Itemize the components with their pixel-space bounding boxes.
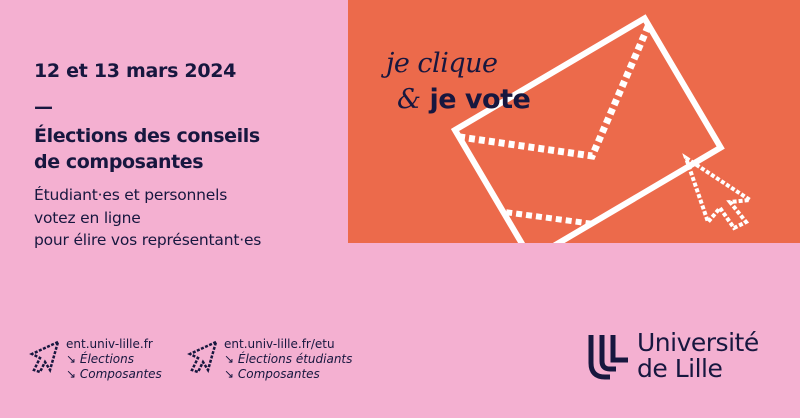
slogan-text: je vote <box>429 84 531 115</box>
event-title: Élections des conseils de composantes <box>34 123 260 175</box>
envelope-icon <box>450 14 725 243</box>
subtitle-line: Étudiant·es et personnels <box>34 186 228 204</box>
link-path: ↘ Élections étudiants <box>224 352 353 366</box>
event-date: 12 et 13 mars 2024 <box>34 60 237 82</box>
cursor-click-icon <box>29 340 60 374</box>
cursor-arrow-icon <box>682 153 756 231</box>
university-logo-icon <box>588 335 628 380</box>
logo-line: Université <box>637 328 759 357</box>
subtitle-line: votez en ligne <box>34 208 141 227</box>
envelope-cursor-illustration <box>450 14 756 243</box>
slogan-ampersand: & <box>397 84 421 115</box>
link-ent[interactable]: ent.univ-lille.fr ↘ Élections ↘ Composan… <box>66 337 162 382</box>
separator-dash: — <box>34 96 53 118</box>
link-path: ↘ Composantes <box>66 367 162 381</box>
subtitle-line: pour élire vos représentant·es <box>34 231 262 249</box>
event-subtitle: Étudiant·es et personnels votez en ligne… <box>34 184 261 252</box>
slogan-line1: je clique <box>386 48 498 79</box>
link-path: ↘ Élections <box>66 352 135 366</box>
title-line: Élections des conseils <box>34 125 260 147</box>
title-line: de composantes <box>34 151 204 173</box>
slogan-line2: & je vote <box>397 84 531 115</box>
link-ent-etu[interactable]: ent.univ-lille.fr/etu ↘ Élections étudia… <box>224 337 352 382</box>
link-url[interactable]: ent.univ-lille.fr/etu <box>224 337 335 351</box>
cursor-click-icon <box>187 340 218 374</box>
illustration-panel <box>348 0 800 243</box>
link-path: ↘ Composantes <box>224 367 320 381</box>
link-url[interactable]: ent.univ-lille.fr <box>66 337 153 351</box>
logo-line: de Lille <box>637 354 723 383</box>
university-logo-text: Université de Lille <box>637 330 759 382</box>
